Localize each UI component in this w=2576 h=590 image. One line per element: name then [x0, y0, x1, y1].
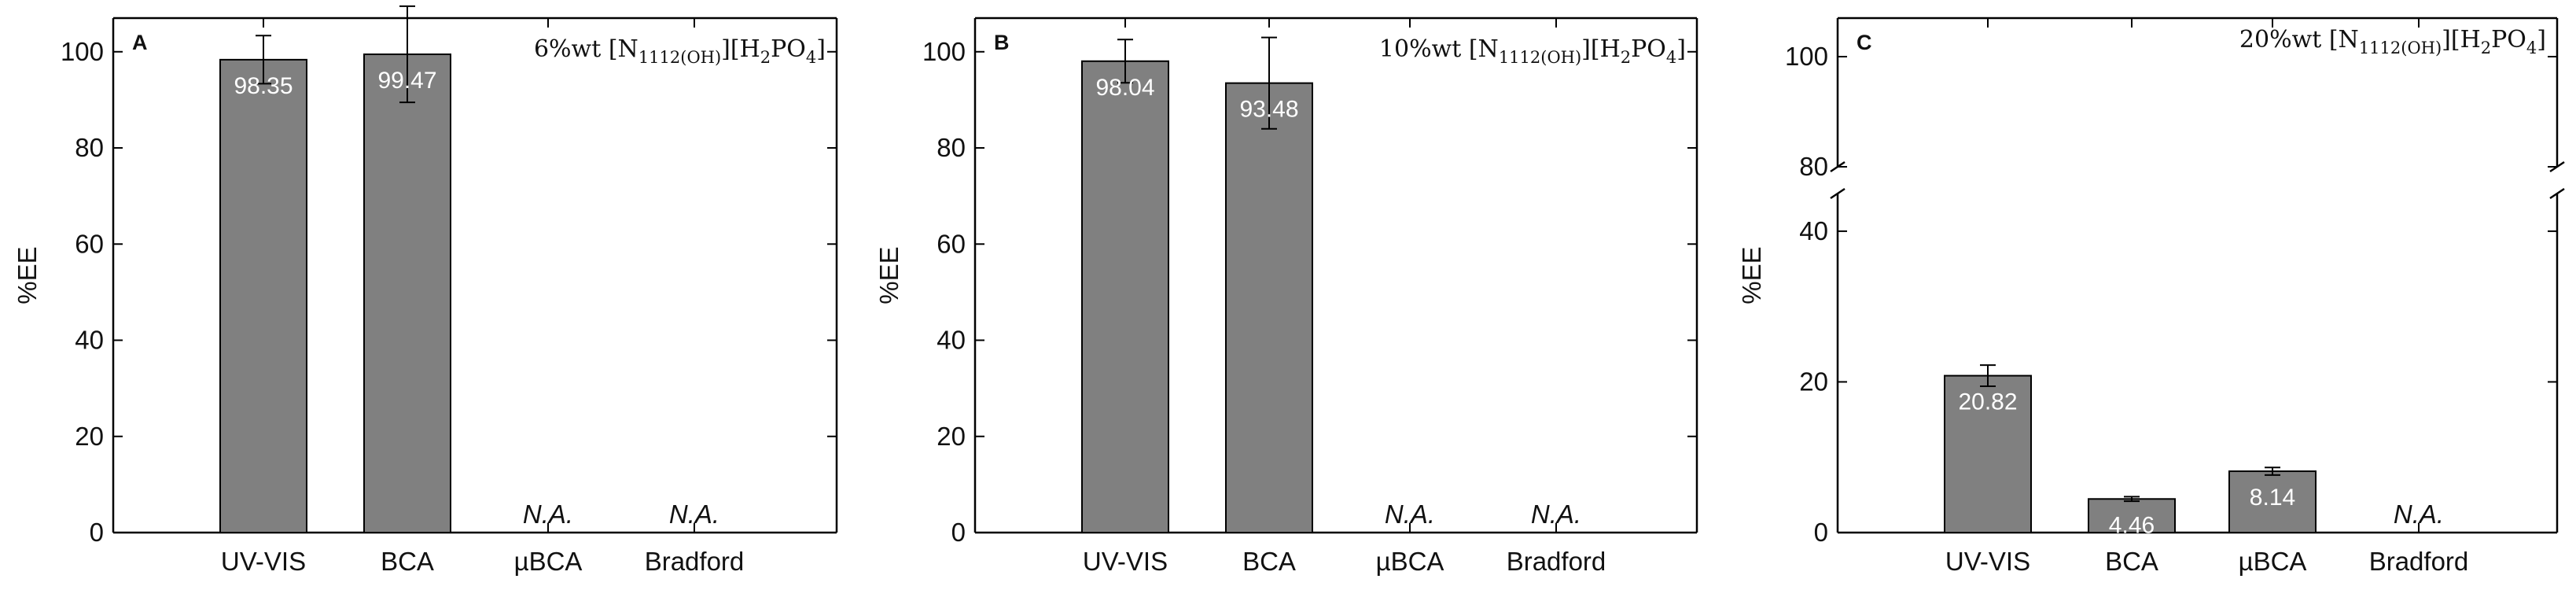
y-tick-label: 0: [90, 518, 104, 547]
plot-annotation: 20%wt [N1112(OH)][H2PO4]: [2239, 26, 2546, 57]
panel-a: 0 20 40 60 80 100 98.35 UV-VIS 99.47 BCA N.A. µBCA N…: [13, 5, 838, 576]
y-tick-label: 20: [1799, 367, 1828, 396]
annotation-subscript: 1112(OH): [2359, 39, 2442, 57]
bar-value-label: 98.04: [1095, 75, 1154, 101]
x-tick-label: UV-VIS: [1945, 547, 2030, 576]
annotation-text: 20%wt: [2239, 26, 2329, 53]
y-axis-title: %EE: [13, 246, 42, 304]
bar-value-label: 20.82: [1958, 389, 2017, 415]
annotation-text: PO: [771, 35, 806, 63]
y-tick-label: 40: [1799, 216, 1828, 245]
panel-letter: A: [132, 31, 148, 54]
annotation-text: ][H: [2442, 26, 2481, 53]
panel-letter: B: [994, 31, 1010, 54]
y-tick-label: 0: [951, 518, 966, 547]
annotation-subscript: 2: [760, 48, 771, 67]
y-tick-label: 60: [937, 229, 966, 258]
x-tick-label: UV-VIS: [221, 547, 306, 576]
y-tick-label: 20: [937, 422, 966, 451]
na-label: N.A.: [1531, 500, 1581, 529]
panel-c: 0 20 40 80 100 20.82 UV-VIS 4.46 BCA 8.14 µBCA N.A.…: [1737, 17, 2565, 576]
bar-value-label: 4.46: [2109, 512, 2155, 538]
bar: [2088, 498, 2176, 533]
y-tick-label: 40: [937, 326, 966, 355]
x-tick-label: BCA: [2105, 547, 2158, 576]
annotation-text: 6%wt: [534, 35, 609, 63]
y-tick-label: 100: [922, 37, 966, 66]
x-tick-label: µBCA: [1376, 547, 1444, 576]
annotation-text: ]: [816, 35, 826, 63]
bar: [219, 58, 307, 533]
x-tick-label: BCA: [381, 547, 434, 576]
y-tick-label: 80: [937, 133, 966, 162]
na-label: N.A.: [669, 500, 719, 529]
annotation-subscript: 1112(OH): [638, 48, 721, 67]
y-tick-label: 60: [75, 229, 104, 258]
x-tick-label: µBCA: [514, 547, 583, 576]
axis-break-mark: [2549, 187, 2565, 200]
annotation-text: [N: [1469, 35, 1499, 63]
annotation-subscript: 2: [2481, 39, 2491, 57]
annotation-text: [N: [2329, 26, 2359, 53]
y-tick-label: 100: [61, 37, 104, 66]
annotation-subscript: 2: [1621, 48, 1631, 67]
bar-value-label: 99.47: [377, 68, 436, 94]
y-tick-label: 100: [1785, 42, 1828, 71]
x-tick-label: UV-VIS: [1083, 547, 1168, 576]
annotation-text: PO: [2491, 26, 2526, 53]
bar-value-label: 98.35: [234, 73, 293, 99]
annotation-text: ]: [1676, 35, 1686, 63]
na-label: N.A.: [1385, 500, 1435, 529]
y-tick-label: 80: [1799, 152, 1828, 181]
annotation-subscript: 4: [2526, 39, 2537, 57]
na-label: N.A.: [2394, 500, 2444, 529]
annotation-subscript: 1112(OH): [1499, 48, 1581, 67]
annotation-text: PO: [1631, 35, 1666, 63]
x-tick-label: Bradford: [2369, 547, 2469, 576]
na-label: N.A.: [523, 500, 573, 529]
bar-value-label: 8.14: [2250, 485, 2295, 511]
panel-b: 0 20 40 60 80 100 98.04 UV-VIS 93.48 BCA N.A. µBCA N…: [874, 17, 1698, 576]
bar: [2228, 470, 2317, 533]
annotation-text: [N: [609, 35, 638, 63]
y-axis-title: %EE: [1737, 246, 1766, 304]
annotation-text: ][H: [1581, 35, 1621, 63]
annotation-text: ]: [2537, 26, 2546, 53]
bar: [363, 53, 451, 534]
x-tick-label: Bradford: [645, 547, 745, 576]
y-tick-label: 0: [1814, 518, 1828, 547]
x-tick-label: BCA: [1242, 547, 1296, 576]
x-tick-label: Bradford: [1507, 547, 1606, 576]
plot-annotation: 6%wt [N1112(OH)][H2PO4]: [534, 35, 826, 67]
plot-annotation: 10%wt [N1112(OH)][H2PO4]: [1379, 35, 1686, 67]
bar: [1081, 60, 1169, 534]
bar: [1225, 82, 1313, 533]
annotation-text: ][H: [721, 35, 760, 63]
annotation-subscript: 4: [806, 48, 816, 67]
y-tick-label: 20: [75, 422, 104, 451]
annotation-text: 10%wt: [1379, 35, 1469, 63]
axis-break-mark: [1830, 187, 1846, 200]
panel-letter: C: [1857, 31, 1872, 54]
x-tick-label: µBCA: [2239, 547, 2307, 576]
bar-value-label: 93.48: [1239, 97, 1298, 123]
y-axis-title: %EE: [874, 246, 903, 304]
y-tick-label: 80: [75, 133, 104, 162]
y-tick-label: 40: [75, 326, 104, 355]
annotation-subscript: 4: [1666, 48, 1676, 67]
